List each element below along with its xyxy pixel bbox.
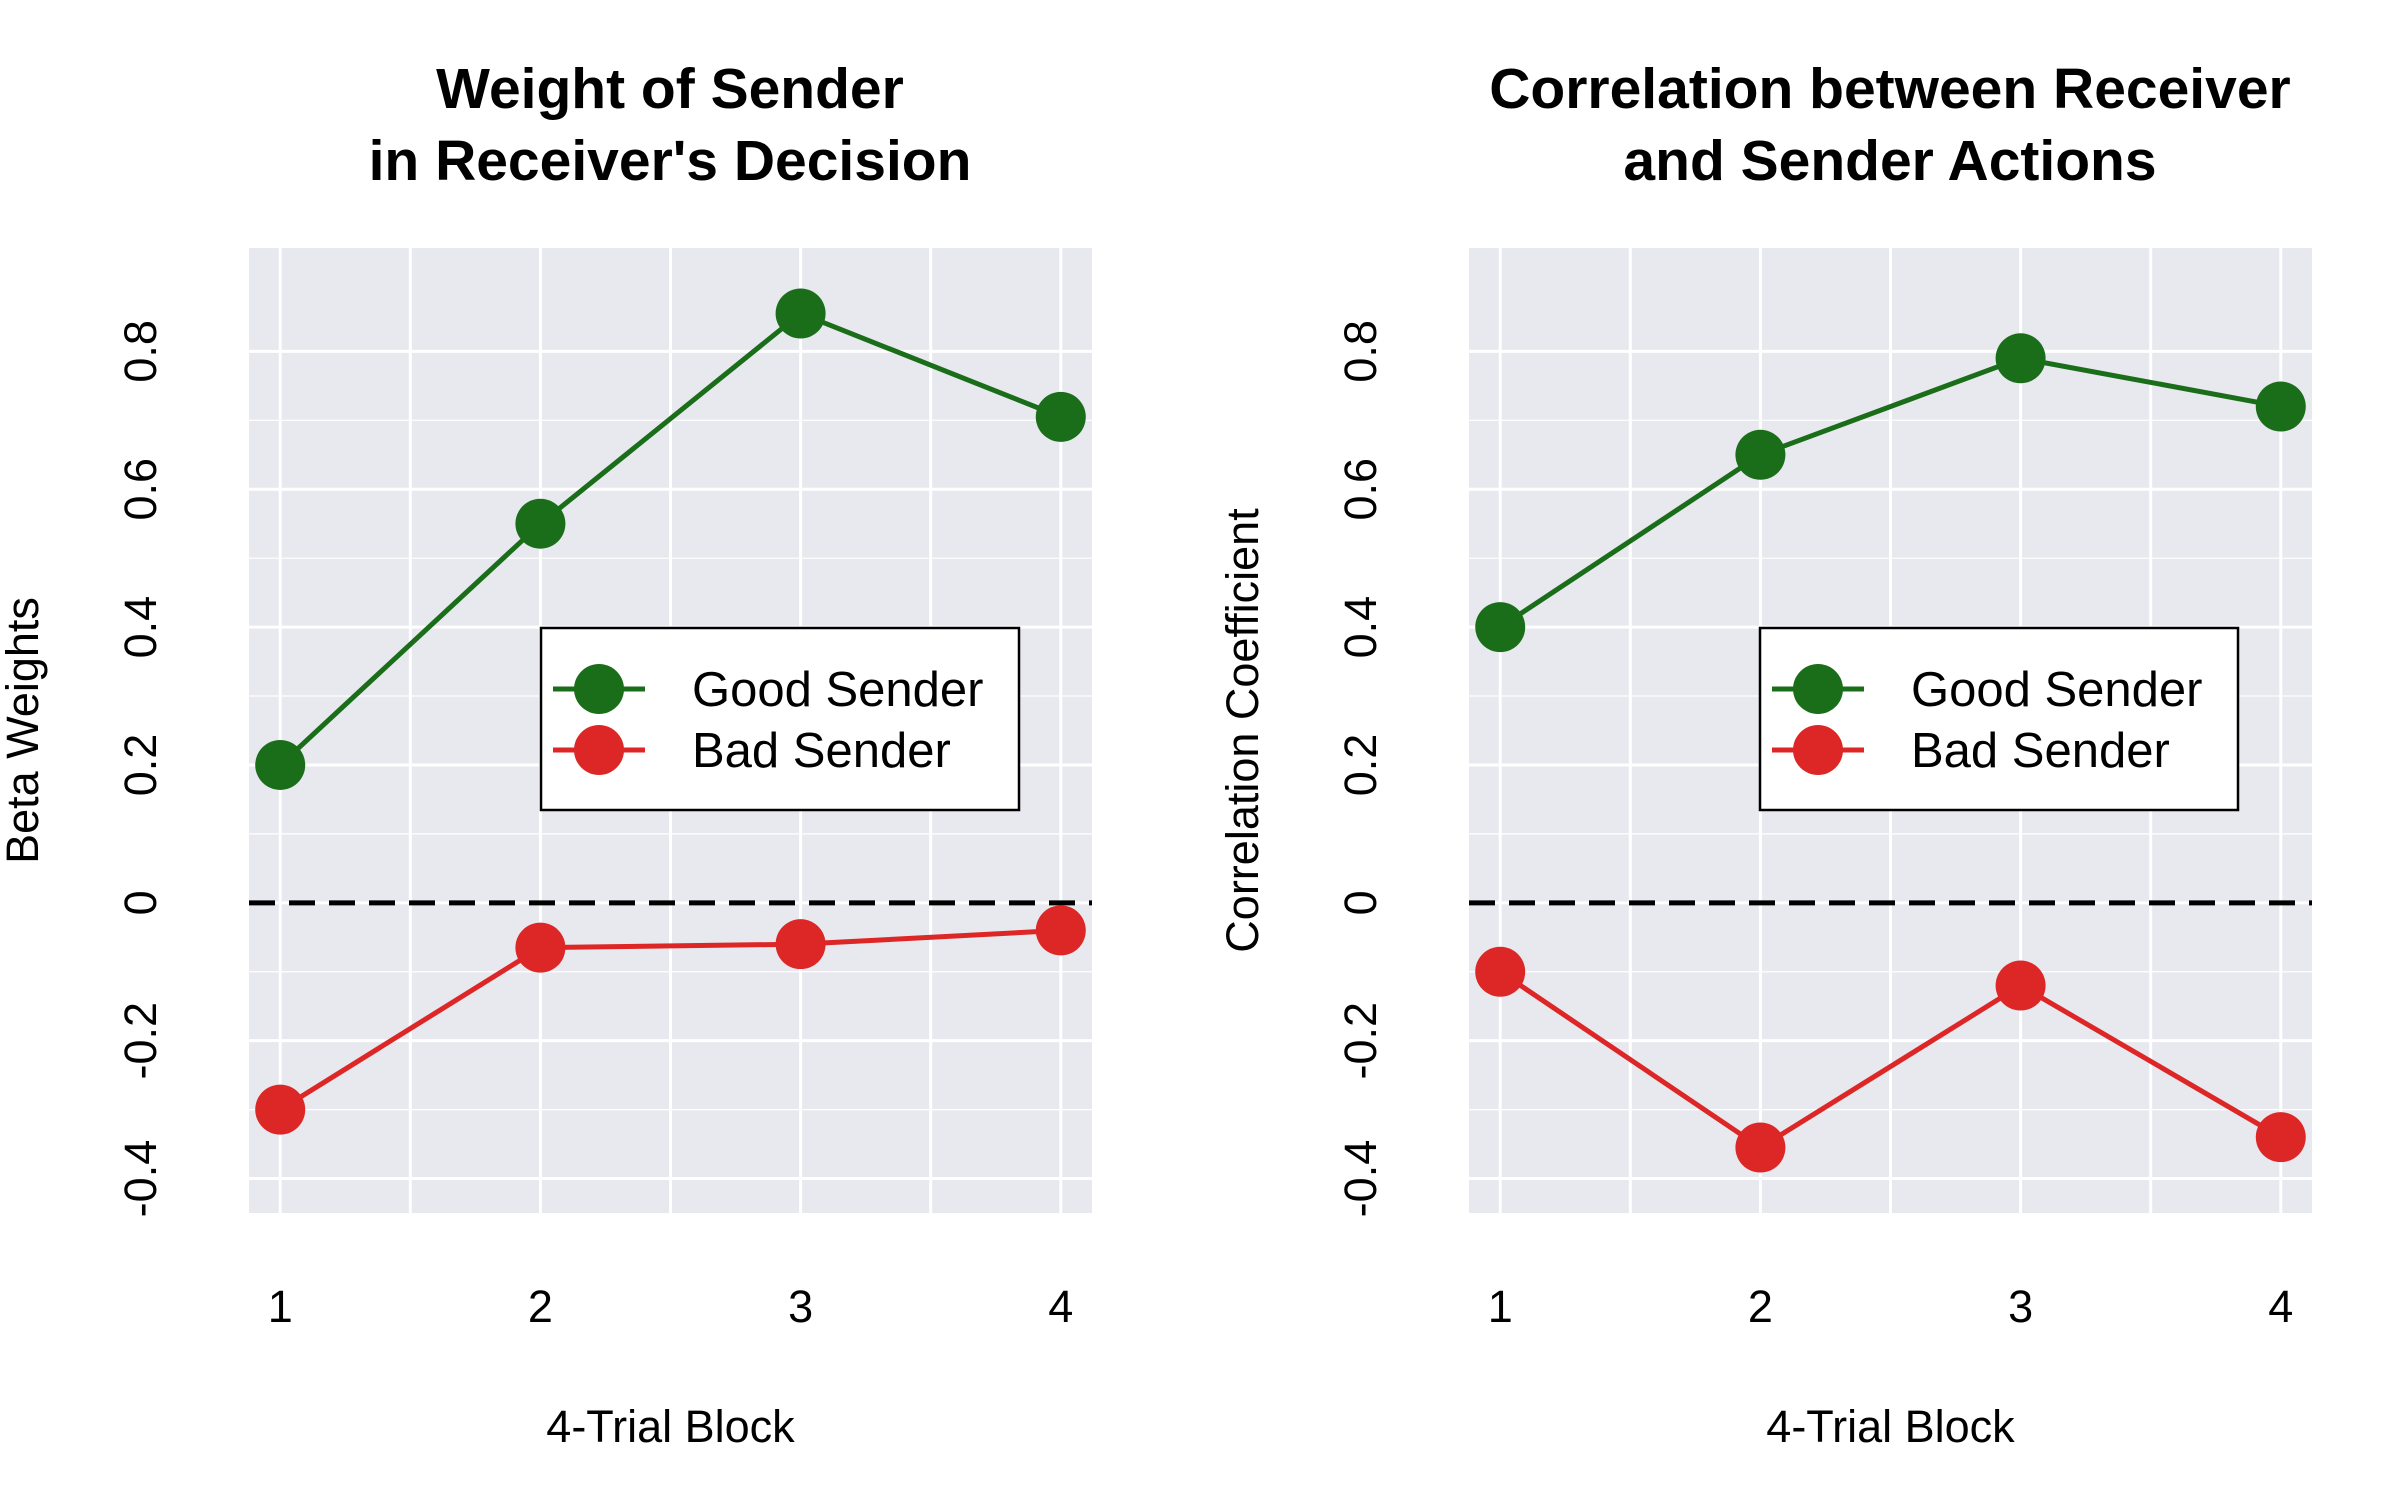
legend-bad-sender-marker <box>574 725 624 775</box>
chart-title-line-1: Correlation between Receiver <box>1489 57 2290 121</box>
x-tick-label: 1 <box>1488 1281 1513 1332</box>
x-tick-label: 2 <box>1748 1281 1773 1332</box>
x-tick-label: 4 <box>2268 1281 2293 1332</box>
good-sender-point <box>255 739 306 790</box>
y-tick-label: 0.8 <box>1335 320 1386 383</box>
good-sender-point <box>775 288 826 339</box>
bad-sender-point <box>515 922 566 973</box>
legend-good-sender-marker <box>1793 664 1843 714</box>
bad-sender-line <box>1498 969 2283 1151</box>
good-sender-point <box>1735 429 1786 480</box>
y-tick-label: 0 <box>115 890 166 915</box>
x-axis-label: 4-Trial Block <box>546 1401 795 1452</box>
chart-title-line-2: and Sender Actions <box>1623 129 2156 193</box>
y-tick-label: 0 <box>1335 890 1386 915</box>
bad-sender-point <box>1475 946 1526 997</box>
legend-box <box>539 626 1021 812</box>
bad-sender-point <box>255 1084 306 1135</box>
good-sender-point <box>515 498 566 549</box>
good-sender-point <box>2255 381 2306 432</box>
good-sender-line <box>1498 355 2282 630</box>
legend-bad-sender-marker <box>1793 725 1843 775</box>
chart-title-line-1: Weight of Sender <box>436 57 904 121</box>
good-sender-line <box>278 310 1062 767</box>
legend: Good Sender Bad Sender <box>1758 626 2240 812</box>
y-tick-label: -0.4 <box>1335 1140 1386 1218</box>
y-axis-label: Beta Weights <box>0 597 48 864</box>
x-tick-label: 3 <box>2008 1281 2033 1332</box>
legend-box <box>1758 626 2240 812</box>
y-tick-label: -0.2 <box>115 1002 166 1080</box>
bad-sender-point <box>1735 1122 1786 1173</box>
legend-bad-sender-label: Bad Sender <box>692 724 951 778</box>
y-tick-label: 0.6 <box>1335 458 1386 521</box>
y-tick-label: -0.4 <box>115 1140 166 1218</box>
legend-good-sender-label: Good Sender <box>692 663 984 717</box>
good-sender-point <box>1475 602 1526 653</box>
legend-bad-sender-label: Bad Sender <box>1911 724 2170 778</box>
bad-sender-point <box>2255 1112 2306 1163</box>
y-tick-label: 0.2 <box>115 734 166 797</box>
y-tick-label: 0.2 <box>1335 734 1386 797</box>
legend: Good Sender Bad Sender <box>539 626 1021 812</box>
x-tick-label: 3 <box>788 1281 813 1332</box>
legend-good-sender-label: Good Sender <box>1911 663 2203 717</box>
chart-panel-1: Weight of Sender in Receiver's Decision -0… <box>0 57 1092 1452</box>
y-tick-label: 0.8 <box>115 320 166 383</box>
x-tick-label: 2 <box>528 1281 553 1332</box>
good-sender-point <box>1035 391 1086 442</box>
y-tick-label: 0.4 <box>1335 596 1386 659</box>
x-axis-label: 4-Trial Block <box>1766 1401 2015 1452</box>
legend-good-sender-marker <box>574 664 624 714</box>
x-tick-label: 1 <box>268 1281 293 1332</box>
bad-sender-point <box>1035 905 1086 956</box>
y-axis-label: Correlation Coefficient <box>1217 508 1268 953</box>
y-tick-label: -0.2 <box>1335 1002 1386 1080</box>
chart-panel-2: Correlation between Receiver and Sender A… <box>1217 57 2312 1452</box>
y-tick-label: 0.6 <box>115 458 166 521</box>
bad-sender-line <box>278 927 1061 1112</box>
x-tick-label: 4 <box>1048 1281 1073 1332</box>
chart-title-line-2: in Receiver's Decision <box>369 129 972 193</box>
bad-sender-point <box>1995 960 2046 1011</box>
y-tick-label: 0.4 <box>115 596 166 659</box>
good-sender-point <box>1995 333 2046 384</box>
bad-sender-point <box>775 919 826 970</box>
